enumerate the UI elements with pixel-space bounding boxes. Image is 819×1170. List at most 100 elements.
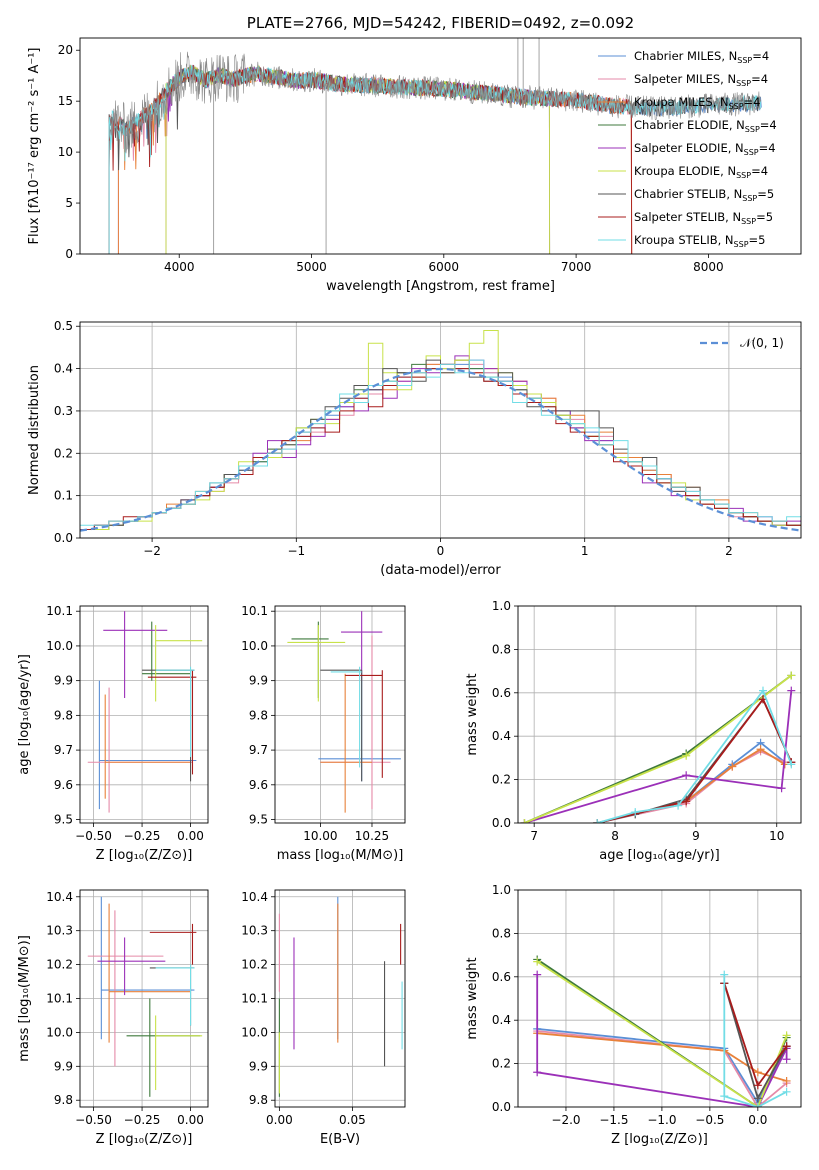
x-tick-label: 10 — [769, 829, 784, 843]
age_vs_mass-frame — [274, 605, 406, 824]
mass_vs_Z-points — [87, 896, 203, 1097]
legend-suffix: =5 — [756, 210, 773, 224]
y-tick-label: 0.0 — [54, 531, 73, 545]
y-tick-label: 0.4 — [492, 1013, 511, 1027]
errorbar-point — [98, 680, 197, 810]
mass_vs_ebv-panel: 0.00 0.05 9.8 9.9 10.0 10.1 10.2 10.3 10.4 E(B-V) — [241, 889, 406, 1147]
legend-label: Salpeter STELIB, N — [634, 210, 741, 224]
y-tick-label: 0.4 — [54, 362, 73, 376]
residuals-frame — [79, 321, 802, 539]
weight-marker — [682, 771, 691, 780]
y-tick-label: 10.0 — [46, 639, 73, 653]
legend-label: Kroupa ELODIE, N — [634, 164, 736, 178]
weight-marker — [593, 819, 602, 823]
errorbar-point — [97, 937, 166, 996]
residuals-axes: −2 −1 0 1 2 0.0 0.1 0.2 0.3 0.4 0.5 (data-model)/er… — [27, 319, 801, 578]
y-tick-label: 0.8 — [492, 926, 511, 940]
weight-marker — [756, 745, 765, 754]
x-axis-label: Z [log₁₀(Z/Z⊙)] — [96, 1132, 193, 1147]
y-tick-label: 10.0 — [241, 1025, 268, 1039]
legend-sub: SSP — [742, 194, 757, 203]
age_vs_Z-points — [87, 611, 203, 813]
legend-suffix: =4 — [751, 72, 768, 86]
weight-line — [524, 690, 793, 823]
y-tick-label: 9.9 — [249, 1059, 268, 1073]
x-tick-label: −0.50 — [75, 1113, 112, 1127]
y-tick-label: 9.6 — [54, 778, 73, 792]
y-tick-label: 9.9 — [249, 674, 268, 688]
observed-spectrum-line — [108, 51, 762, 154]
weight-marker — [782, 1076, 791, 1085]
legend-entry: Chabrier ELODIE, NSSP=4 — [634, 118, 777, 134]
y-tick-label: 0.6 — [492, 970, 511, 984]
mass_vs_ebv-axes: 0.00 0.05 9.8 9.9 10.0 10.1 10.2 10.3 10.4 E(B-V) — [241, 890, 405, 1147]
weight-marker — [753, 1068, 762, 1077]
legend-sub: SSP — [736, 171, 751, 180]
mass_vs_Z-frame — [79, 889, 209, 1108]
age_vs_Z-axes: −0.50 −0.25 0.00 9.5 9.6 9.7 9.8 9.9 10.0 10.1 Z [… — [17, 604, 208, 863]
x-tick-label: 7 — [530, 829, 538, 843]
weight-marker — [782, 1031, 791, 1040]
mass_vs_ebv-points — [278, 896, 403, 1097]
legend-entry: Salpeter ELODIE, NSSP=4 — [634, 141, 776, 157]
y-tick-label: 10.1 — [46, 604, 73, 618]
y-tick-label: 9.7 — [249, 743, 268, 757]
weight-marker — [533, 970, 542, 979]
residuals-panel: −2 −1 0 1 2 0.0 0.1 0.2 0.3 0.4 0.5 (data-model)/er… — [27, 319, 802, 578]
errorbar-point — [320, 673, 372, 813]
y-tick-label: 0.1 — [54, 489, 73, 503]
weight-marker — [631, 808, 640, 817]
y-tick-label: 10.3 — [46, 924, 73, 938]
residuals-legend: 𝒩(0, 1) — [700, 336, 784, 350]
errorbar-point — [155, 666, 195, 758]
legend-sub: SSP — [745, 125, 760, 134]
x-tick-label: −0.5 — [695, 1113, 724, 1127]
errorbar-point — [104, 694, 191, 799]
weight-marker — [787, 686, 796, 695]
weight_vs_Z-frame — [517, 889, 802, 1108]
x-tick-label: 0 — [437, 544, 445, 558]
legend-sub: SSP — [734, 240, 749, 249]
y-tick-label: 9.8 — [249, 708, 268, 722]
weight-marker — [533, 1068, 542, 1077]
x-tick-label: 10.25 — [355, 829, 389, 843]
y-axis-label: age [log₁₀(age/yr)] — [17, 654, 32, 775]
errorbar-point — [147, 670, 197, 775]
legend-label: Chabrier ELODIE, N — [634, 118, 745, 132]
y-tick-label: 0.8 — [492, 642, 511, 656]
legend-entry: Salpeter MILES, NSSP=4 — [634, 72, 768, 88]
x-tick-label: −2.0 — [551, 1113, 580, 1127]
weight_vs_age-panel: 7 8 9 10 0.0 0.2 0.4 0.6 0.8 1.0 age [log₁₀(age/yr… — [465, 599, 802, 863]
histograms — [80, 330, 801, 532]
age_vs_mass-panel: 10.00 10.25 9.5 9.6 9.7 9.8 9.9 10.0 10.1 mass [l… — [241, 604, 406, 863]
mass_vs_Z-panel: −0.50 −0.25 0.00 9.8 9.9 10.0 10.1 10.2 10.3 10.4… — [17, 889, 209, 1147]
weight_vs_age-lines — [520, 671, 796, 823]
y-tick-label: 15 — [58, 94, 73, 108]
legend-suffix: =4 — [744, 95, 761, 109]
x-tick-label: 0.00 — [177, 829, 204, 843]
x-axis-label: E(B-V) — [320, 1132, 360, 1147]
y-tick-label: 9.6 — [249, 778, 268, 792]
y-axis-label: Flux [fλ10⁻¹⁷ erg cm⁻² s⁻¹ A⁻¹] — [27, 48, 42, 245]
age_vs_Z-panel: −0.50 −0.25 0.00 9.5 9.6 9.7 9.8 9.9 10.0 10.1 Z [… — [17, 604, 209, 863]
x-tick-label: −0.25 — [124, 1113, 161, 1127]
x-tick-label: 8 — [611, 829, 619, 843]
weight_vs_Z-panel: −2.0 −1.5 −1.0 −0.5 0.0 0.0 0.2 0.4 0.6 0.8 1.0 Z [… — [465, 883, 802, 1147]
histogram-step — [80, 359, 801, 526]
y-tick-label: 10.4 — [241, 890, 268, 904]
y-tick-label: 20 — [58, 43, 73, 57]
x-tick-label: 0.05 — [339, 1113, 366, 1127]
x-tick-label: −1.5 — [599, 1113, 628, 1127]
weight-marker — [782, 1087, 791, 1096]
weight-marker — [520, 819, 529, 823]
legend-suffix: =4 — [751, 164, 768, 178]
weight-marker — [728, 762, 737, 771]
x-tick-label: 0.0 — [748, 1113, 767, 1127]
y-tick-label: 10 — [58, 145, 73, 159]
errorbar-point — [103, 611, 168, 699]
legend-label: Kroupa MILES, N — [634, 95, 729, 109]
legend-label: Kroupa STELIB, N — [634, 233, 734, 247]
spectrum-axes: 4000 5000 6000 7000 8000 0 5 10 15 20 wavelength [… — [27, 43, 724, 294]
x-tick-label: 4000 — [164, 260, 195, 274]
